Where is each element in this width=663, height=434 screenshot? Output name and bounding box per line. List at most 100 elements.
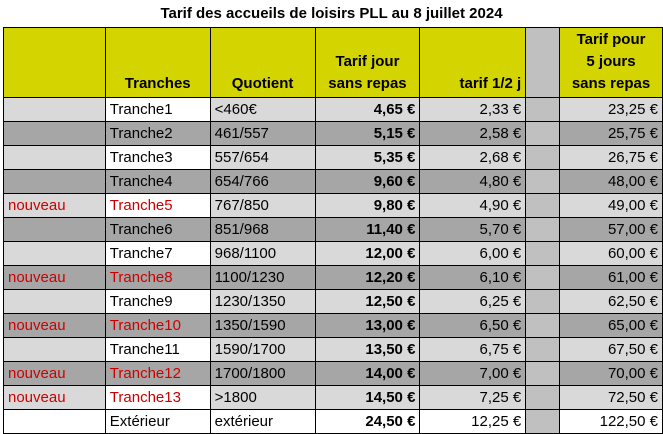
row-note[interactable]: nouveau	[3, 313, 106, 338]
row-note[interactable]	[3, 121, 106, 146]
row-tarif-demi[interactable]: 12,25 €	[419, 409, 527, 434]
row-tarif-5-jours[interactable]: 25,75 €	[559, 121, 663, 146]
row-note[interactable]: nouveau	[3, 361, 106, 386]
row-tarif-demi[interactable]: 2,58 €	[419, 121, 527, 146]
row-tarif-jour[interactable]: 9,80 €	[314, 193, 421, 218]
table-row: Tranche9 1230/1350 12,50 €6,25 € 62,50 €	[3, 289, 663, 314]
row-tranche[interactable]: Tranche8	[104, 265, 211, 290]
row-quotient[interactable]: 461/557	[209, 121, 316, 146]
table-row: nouveau Tranche8 1100/1230 12,20 €6,10 € 61,…	[3, 265, 663, 290]
row-tarif-demi[interactable]: 7,00 €	[419, 361, 527, 386]
row-quotient[interactable]: >1800	[209, 385, 316, 410]
row-tarif-demi[interactable]: 6,10 €	[419, 265, 527, 290]
row-quotient[interactable]: 968/1100	[209, 241, 316, 266]
row-tarif-5-jours[interactable]: 122,50 €	[559, 409, 663, 434]
row-tarif-jour[interactable]: 4,65 €	[314, 97, 421, 122]
row-quotient[interactable]: <460€	[209, 97, 316, 122]
row-tarif-demi[interactable]: 7,25 €	[419, 385, 527, 410]
row-tarif-jour[interactable]: 9,60 €	[314, 169, 421, 194]
row-tranche[interactable]: Tranche10	[104, 313, 211, 338]
tariff-table: Tranches Quotient Tarif jour sans repas t…	[3, 27, 663, 434]
header-quotient[interactable]: Quotient	[209, 27, 316, 98]
row-tranche[interactable]: Tranche1	[104, 97, 211, 122]
table-row: nouveau Tranche10 1350/1590 13,00 €6,50 € 65…	[3, 313, 663, 338]
row-tranche[interactable]: Tranche5	[104, 193, 211, 218]
row-tarif-demi[interactable]: 5,70 €	[419, 217, 527, 242]
header-tarif-demi[interactable]: tarif 1/2 j	[419, 27, 527, 98]
row-note[interactable]: nouveau	[3, 193, 106, 218]
row-note[interactable]	[3, 217, 106, 242]
row-tarif-jour[interactable]: 12,00 €	[314, 241, 421, 266]
row-tarif-jour[interactable]: 14,00 €	[314, 361, 421, 386]
row-tranche[interactable]: Tranche2	[104, 121, 211, 146]
row-note[interactable]: nouveau	[3, 265, 106, 290]
row-note[interactable]	[3, 169, 106, 194]
row-quotient[interactable]: 767/850	[209, 193, 316, 218]
row-tarif-demi[interactable]: 6,75 €	[419, 337, 527, 362]
row-tarif-demi[interactable]: 4,90 €	[419, 193, 527, 218]
row-tarif-demi[interactable]: 2,33 €	[419, 97, 527, 122]
row-tarif-5-jours[interactable]: 70,00 €	[559, 361, 663, 386]
row-tranche[interactable]: Tranche6	[104, 217, 211, 242]
row-tarif-5-jours[interactable]: 23,25 €	[559, 97, 663, 122]
row-tarif-demi[interactable]: 4,80 €	[419, 169, 527, 194]
row-tarif-5-jours[interactable]: 62,50 €	[559, 289, 663, 314]
header-tranches[interactable]: Tranches	[104, 27, 211, 98]
row-quotient[interactable]: 1230/1350	[209, 289, 316, 314]
row-tarif-5-jours[interactable]: 49,00 €	[559, 193, 663, 218]
row-tarif-jour[interactable]: 5,35 €	[314, 145, 421, 170]
row-tarif-5-jours[interactable]: 26,75 €	[559, 145, 663, 170]
row-tarif-jour[interactable]: 12,50 €	[314, 289, 421, 314]
row-tarif-jour[interactable]: 5,15 €	[314, 121, 421, 146]
row-quotient[interactable]: 1700/1800	[209, 361, 316, 386]
row-tarif-jour[interactable]: 13,00 €	[314, 313, 421, 338]
row-tranche[interactable]: Tranche7	[104, 241, 211, 266]
row-tranche[interactable]: Extérieur	[104, 409, 211, 434]
row-note[interactable]	[3, 289, 106, 314]
row-note[interactable]: nouveau	[3, 385, 106, 410]
row-quotient[interactable]: extérieur	[209, 409, 316, 434]
row-tarif-demi[interactable]: 6,50 €	[419, 313, 527, 338]
table-row: Tranche6 851/968 11,40 €5,70 € 57,00 €	[3, 217, 663, 242]
row-quotient[interactable]: 557/654	[209, 145, 316, 170]
row-gap	[525, 217, 561, 242]
row-tarif-demi[interactable]: 6,25 €	[419, 289, 527, 314]
row-tarif-5-jours[interactable]: 67,50 €	[559, 337, 663, 362]
row-quotient[interactable]: 851/968	[209, 217, 316, 242]
row-tarif-jour[interactable]: 12,20 €	[314, 265, 421, 290]
row-tranche[interactable]: Tranche13	[104, 385, 211, 410]
row-note[interactable]	[3, 241, 106, 266]
row-tranche[interactable]: Tranche3	[104, 145, 211, 170]
row-gap	[525, 121, 561, 146]
row-quotient[interactable]: 1590/1700	[209, 337, 316, 362]
row-tarif-5-jours[interactable]: 61,00 €	[559, 265, 663, 290]
row-note[interactable]	[3, 145, 106, 170]
row-tarif-5-jours[interactable]: 57,00 €	[559, 217, 663, 242]
row-tarif-5-jours[interactable]: 60,00 €	[559, 241, 663, 266]
row-tarif-jour[interactable]: 24,50 €	[314, 409, 421, 434]
table-row: Extérieur extérieur 24,50 €12,25 € 122,50 €	[3, 409, 663, 434]
row-tarif-5-jours[interactable]: 48,00 €	[559, 169, 663, 194]
table-row: nouveau Tranche13 >1800 14,50 €7,25 € 72,50 …	[3, 385, 663, 410]
row-note[interactable]	[3, 97, 106, 122]
row-tranche[interactable]: Tranche12	[104, 361, 211, 386]
row-tarif-5-jours[interactable]: 72,50 €	[559, 385, 663, 410]
row-tarif-jour[interactable]: 14,50 €	[314, 385, 421, 410]
row-tranche[interactable]: Tranche9	[104, 289, 211, 314]
row-quotient[interactable]: 1350/1590	[209, 313, 316, 338]
row-quotient[interactable]: 1100/1230	[209, 265, 316, 290]
header-tarif-5-jours[interactable]: Tarif pour 5 jours sans repas	[559, 27, 663, 98]
row-tarif-jour[interactable]: 13,50 €	[314, 337, 421, 362]
row-quotient[interactable]: 654/766	[209, 169, 316, 194]
header-tarif-jour[interactable]: Tarif jour sans repas	[314, 27, 421, 98]
row-tarif-jour[interactable]: 11,40 €	[314, 217, 421, 242]
row-tranche[interactable]: Tranche4	[104, 169, 211, 194]
row-tarif-demi[interactable]: 6,00 €	[419, 241, 527, 266]
row-tarif-5-jours[interactable]: 65,00 €	[559, 313, 663, 338]
row-note[interactable]	[3, 337, 106, 362]
row-tarif-demi[interactable]: 2,68 €	[419, 145, 527, 170]
row-note[interactable]	[3, 409, 106, 434]
row-gap	[525, 361, 561, 386]
row-tranche[interactable]: Tranche11	[104, 337, 211, 362]
